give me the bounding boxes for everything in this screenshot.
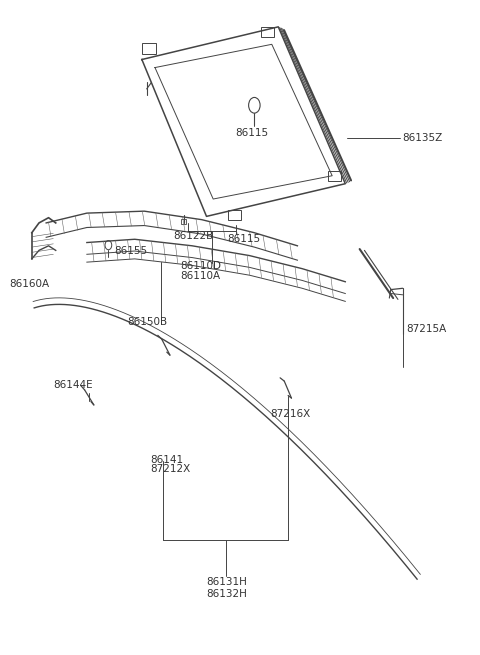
Bar [261,27,275,37]
Text: 86144E: 86144E [53,380,93,390]
Text: 86132H: 86132H [206,589,247,599]
Text: 86150B: 86150B [128,317,168,328]
Text: 86160A: 86160A [9,280,49,290]
Text: 86110A: 86110A [180,271,220,281]
Text: 86115: 86115 [228,234,261,244]
Text: 86141: 86141 [150,455,183,464]
Bar [328,171,341,181]
Text: 86122B: 86122B [173,231,213,241]
Text: 87212X: 87212X [150,464,190,474]
Bar [228,210,241,220]
Bar [180,219,186,224]
Text: 86115: 86115 [235,128,268,138]
Text: 86135Z: 86135Z [402,133,442,143]
Text: 86110D: 86110D [180,261,221,271]
Text: 86155: 86155 [114,246,147,256]
Text: 87216X: 87216X [270,409,311,419]
Text: 87215A: 87215A [407,324,447,334]
Bar [143,43,156,54]
Text: 86131H: 86131H [206,578,247,588]
